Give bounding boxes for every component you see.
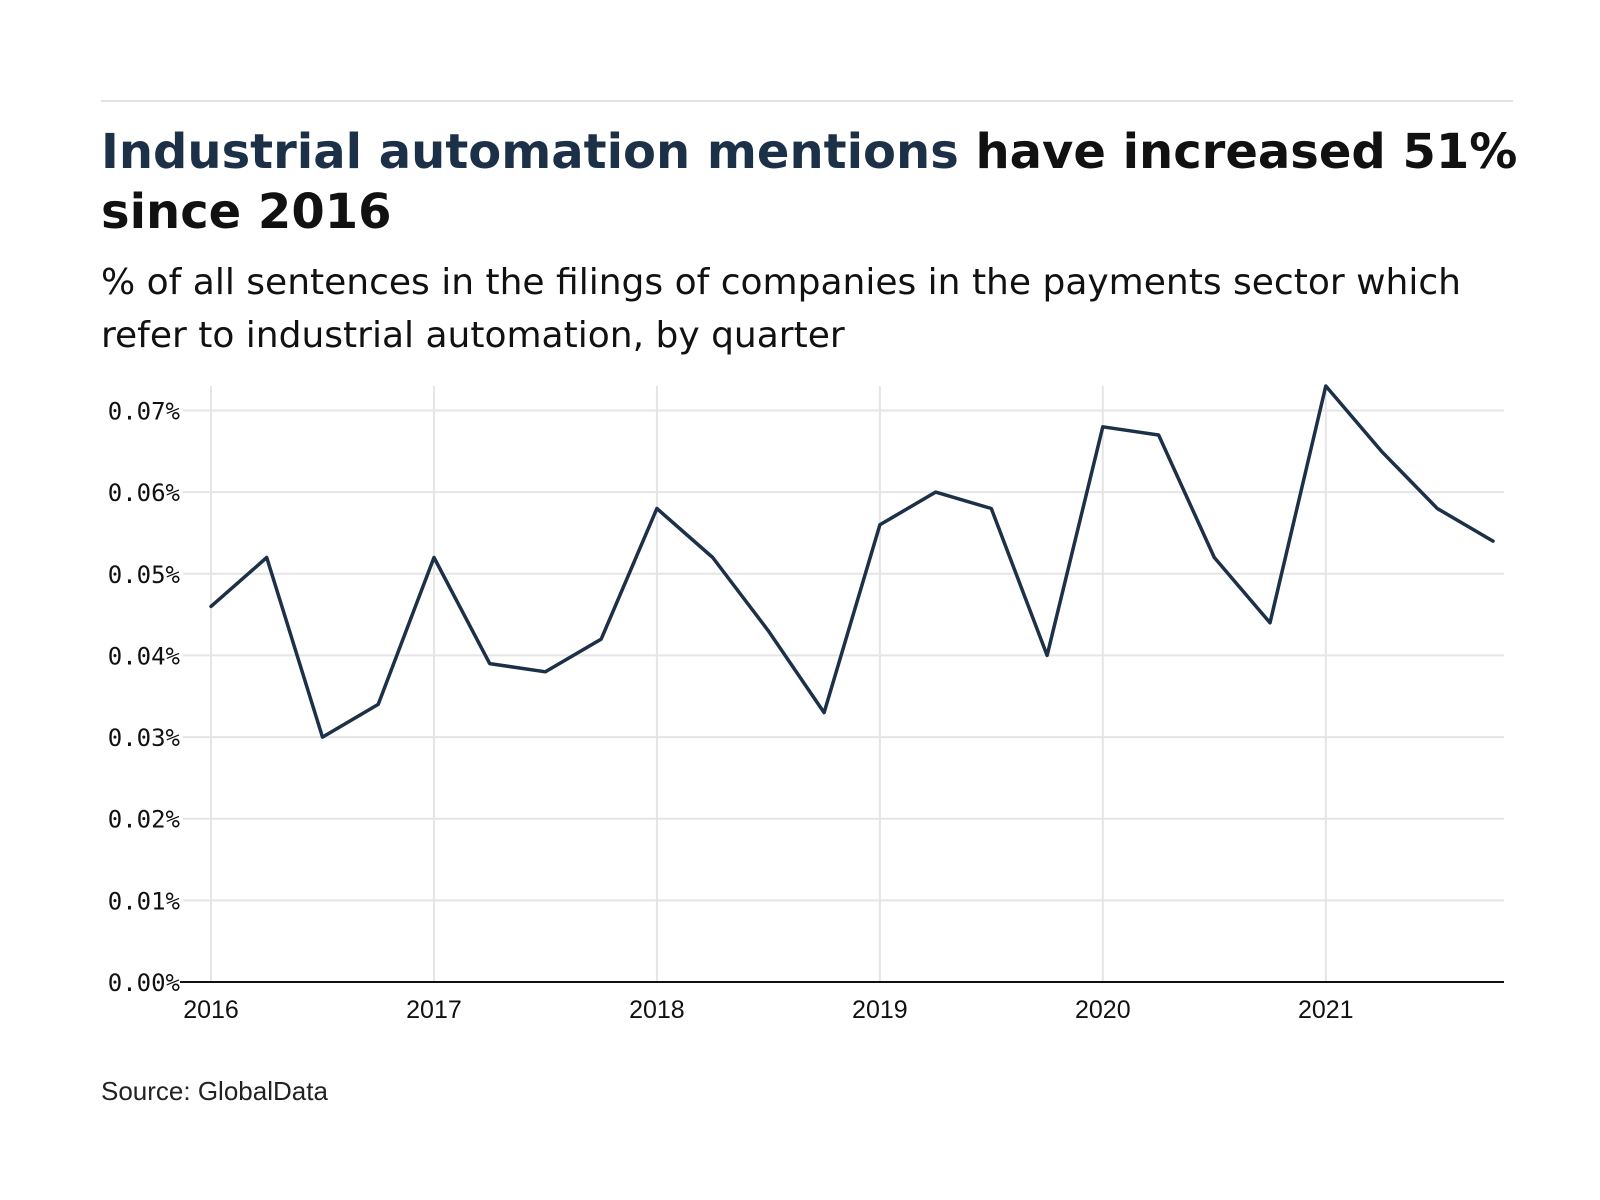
chart-subtitle: % of all sentences in the filings of com… (101, 262, 1461, 356)
x-tick-label: 2017 (406, 996, 462, 1024)
y-tick-label: 0.06% (108, 479, 181, 507)
data-point (432, 556, 435, 559)
data-point (655, 507, 658, 510)
data-point (823, 711, 826, 714)
data-point (544, 670, 547, 673)
headline-rest: have increased 51% since 2016 (101, 124, 1518, 240)
x-axis: 2016 2017 2018 2019 2020 2021 (183, 996, 1353, 1024)
x-tick-label: 2016 (183, 996, 239, 1024)
data-point (1436, 507, 1439, 510)
top-rule (101, 100, 1513, 102)
y-tick-label: 0.01% (108, 887, 181, 915)
data-point (1492, 540, 1495, 543)
y-tick-label: 0.00% (108, 969, 181, 997)
data-point (711, 556, 714, 559)
y-tick-label: 0.02% (108, 806, 181, 834)
data-point (1101, 425, 1104, 428)
data-point (1380, 450, 1383, 453)
source-note: Source: GlobalData (101, 1076, 328, 1106)
data-point (990, 507, 993, 510)
x-tick-label: 2020 (1075, 996, 1131, 1024)
chart-headline: Industrial automation mentions have incr… (101, 122, 1521, 242)
y-tick-label: 0.03% (108, 724, 181, 752)
x-tick-label: 2019 (852, 996, 908, 1024)
x-tick-label: 2021 (1298, 996, 1354, 1024)
data-point (878, 523, 881, 526)
y-tick-label: 0.05% (108, 561, 181, 589)
series-layer (209, 384, 1495, 739)
y-axis: 0.00% 0.01% 0.02% 0.03% 0.04% 0.05% 0.06% 0.07% (108, 397, 181, 997)
data-point (1269, 621, 1272, 624)
data-point (265, 556, 268, 559)
data-point (600, 638, 603, 641)
y-tick-label: 0.07% (108, 397, 181, 425)
data-point (321, 736, 324, 739)
headline-highlight: Industrial automation mentions (101, 124, 959, 180)
data-point (1324, 385, 1327, 388)
series-line (209, 384, 1495, 739)
data-point (210, 605, 213, 608)
data-point (1157, 433, 1160, 436)
data-point (767, 629, 770, 632)
y-tick-label: 0.04% (108, 642, 181, 670)
x-tick-label: 2018 (629, 996, 685, 1024)
data-point (934, 491, 937, 494)
grid-layer (183, 386, 1504, 982)
data-point (1046, 654, 1049, 657)
data-point (1213, 556, 1216, 559)
data-point (377, 703, 380, 706)
data-point (488, 662, 491, 665)
